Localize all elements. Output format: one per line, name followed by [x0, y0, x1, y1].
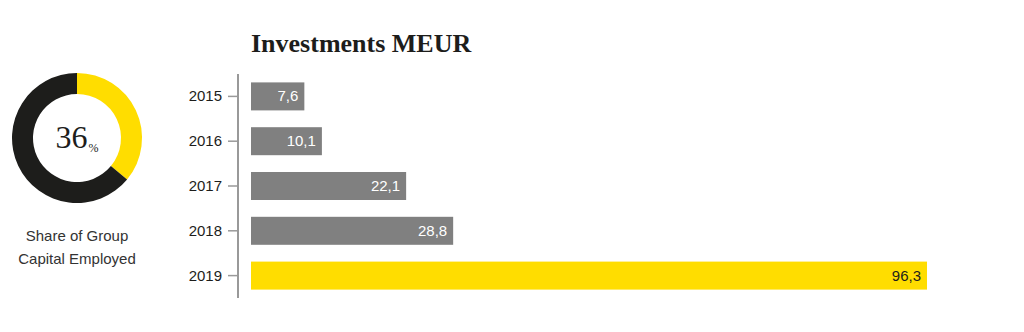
data-label: 28,8 [418, 222, 447, 239]
center-label: 36% [56, 119, 99, 155]
data-label: 22,1 [371, 177, 400, 194]
bar [251, 127, 322, 155]
category-tick [228, 140, 238, 142]
bar [251, 217, 453, 245]
bar [251, 172, 406, 200]
donut [12, 73, 142, 203]
donut-title: Share of GroupCapital Employed [18, 227, 136, 267]
chart-title: Investments MEUR [251, 29, 471, 58]
category-tick [228, 275, 238, 277]
category-tick [228, 230, 238, 232]
category-label: 2017 [189, 177, 222, 194]
bar [251, 262, 927, 290]
data-label: 96,3 [892, 267, 921, 284]
chart-svg: 36% Share of GroupCapital Employed Investm… [0, 0, 1024, 332]
category-label: 2018 [189, 222, 222, 239]
category-tick [228, 185, 238, 187]
category-label: 2019 [189, 267, 222, 284]
data-label: 7,6 [277, 87, 298, 104]
bars [251, 82, 927, 289]
chart-root: 36% Share of GroupCapital Employed Investm… [0, 0, 1024, 332]
category-tick [228, 96, 238, 98]
category-label: 2016 [189, 132, 222, 149]
donut-slice [12, 73, 127, 203]
data-label: 10,1 [287, 132, 316, 149]
category-label: 2015 [189, 87, 222, 104]
bar [251, 82, 304, 110]
